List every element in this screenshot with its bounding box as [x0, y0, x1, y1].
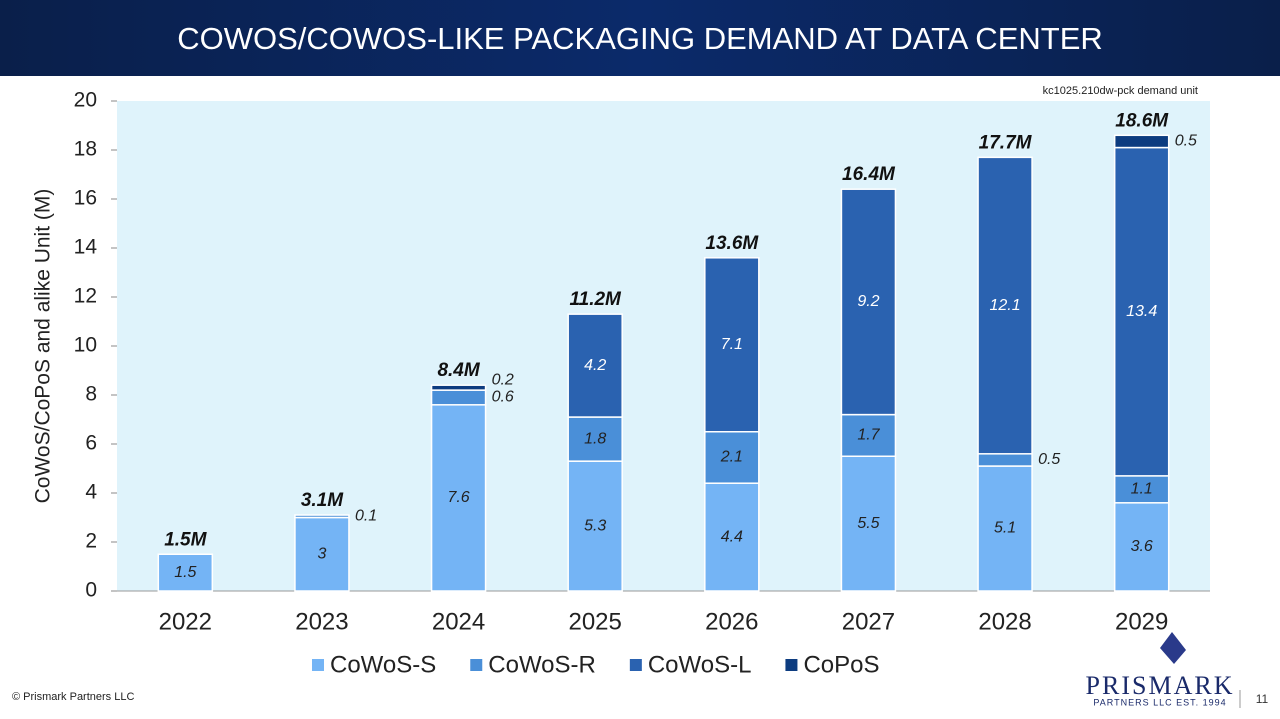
- value-label: 1.5: [174, 564, 196, 581]
- legend-label: CoPoS: [803, 651, 879, 678]
- total-label: 16.4M: [842, 164, 896, 185]
- bar-segment: [430, 384, 487, 391]
- y-tick-label: 8: [85, 383, 97, 406]
- y-tick-label: 12: [74, 285, 97, 308]
- total-label: 8.4M: [437, 360, 480, 381]
- x-tick-label: 2022: [159, 608, 212, 635]
- header-band: [0, 0, 1280, 76]
- value-label: 1.8: [584, 430, 606, 447]
- value-label: 2.1: [720, 449, 743, 466]
- value-label: 0.6: [492, 389, 514, 406]
- legend-label: CoWoS-L: [648, 651, 752, 678]
- value-label: 0.2: [492, 372, 514, 389]
- logo: PRISMARK: [1086, 671, 1235, 700]
- plot-area: [117, 101, 1210, 591]
- value-label: 7.1: [721, 336, 743, 353]
- bar-segment: [1113, 134, 1170, 149]
- bar-segment: [294, 514, 350, 519]
- bar-segment: [840, 455, 897, 592]
- y-axis-label: CoWoS/CoPoS and alike Unit (M): [32, 189, 55, 504]
- legend-label: CoWoS-R: [488, 651, 596, 678]
- y-tick-label: 4: [85, 481, 97, 504]
- value-label: 7.6: [447, 489, 469, 506]
- total-label: 18.6M: [1115, 110, 1169, 131]
- value-label: 3.6: [1131, 538, 1153, 555]
- bar-segment: [430, 404, 487, 592]
- bar-segment: [704, 431, 760, 484]
- total-label: 13.6M: [705, 233, 759, 254]
- y-tick-label: 20: [74, 89, 97, 112]
- y-tick-label: 6: [85, 432, 97, 455]
- legend-swatch: [470, 659, 483, 671]
- y-tick-label: 0: [85, 579, 97, 602]
- total-label: 11.2M: [569, 289, 622, 310]
- bar-segment: [1113, 146, 1170, 477]
- logo-mark: [1160, 632, 1186, 664]
- bar-segment: [1113, 502, 1170, 592]
- x-tick-label: 2024: [432, 608, 485, 635]
- bar-segment: [977, 156, 1033, 455]
- bar-segment: [567, 416, 623, 462]
- legend-swatch: [785, 659, 798, 671]
- bar-segment: [1113, 475, 1170, 504]
- bar-segment: [567, 460, 623, 592]
- value-label: 5.1: [994, 520, 1016, 537]
- value-label: 12.1: [989, 297, 1020, 314]
- value-label: 1.7: [857, 427, 880, 444]
- value-label: 5.5: [857, 515, 879, 532]
- value-label: 13.4: [1126, 303, 1157, 320]
- logo-sub: PARTNERS LLC EST. 1994: [1093, 697, 1226, 707]
- x-tick-label: 2026: [705, 608, 758, 635]
- total-label: 17.7M: [979, 132, 1033, 153]
- y-tick-label: 10: [74, 334, 97, 357]
- bar-segment: [977, 453, 1033, 467]
- value-label: 3: [317, 545, 326, 562]
- bar-segment: [977, 465, 1033, 592]
- x-tick-label: 2029: [1115, 608, 1168, 635]
- value-label: 4.4: [721, 528, 743, 545]
- x-tick-label: 2023: [295, 608, 348, 635]
- value-label: 0.1: [355, 507, 377, 524]
- bar-segment: [157, 553, 214, 592]
- bar-segment: [430, 389, 487, 406]
- bar-segment: [840, 188, 897, 416]
- slide-title: COWOS/COWOS-LIKE PACKAGING DEMAND AT DAT…: [177, 21, 1103, 56]
- x-tick-label: 2025: [568, 608, 621, 635]
- value-label: 4.2: [584, 357, 606, 374]
- y-tick-label: 16: [74, 187, 97, 210]
- copyright: © Prismark Partners LLC: [12, 691, 134, 703]
- value-label: 1.1: [1131, 481, 1153, 498]
- bar-segment: [704, 257, 760, 433]
- bar-segment: [294, 516, 350, 592]
- page-number: 11: [1256, 692, 1269, 706]
- bar-segment: [567, 313, 623, 418]
- value-label: 0.5: [1175, 133, 1197, 150]
- x-tick-label: 2027: [842, 608, 895, 635]
- value-label: 0.5: [1038, 451, 1060, 468]
- total-label: 3.1M: [301, 490, 344, 511]
- note: kc1025.210dw-pck demand unit: [1043, 85, 1198, 97]
- legend-swatch: [629, 659, 642, 671]
- total-label: 1.5M: [164, 529, 207, 550]
- value-label: 9.2: [857, 293, 879, 310]
- legend-swatch: [312, 659, 324, 671]
- y-tick-label: 18: [74, 138, 97, 161]
- legend-label: CoWoS-S: [330, 651, 436, 678]
- x-tick-label: 2028: [978, 608, 1031, 635]
- y-tick-label: 14: [74, 236, 98, 259]
- y-tick-label: 2: [85, 530, 97, 553]
- value-label: 5.3: [584, 517, 606, 534]
